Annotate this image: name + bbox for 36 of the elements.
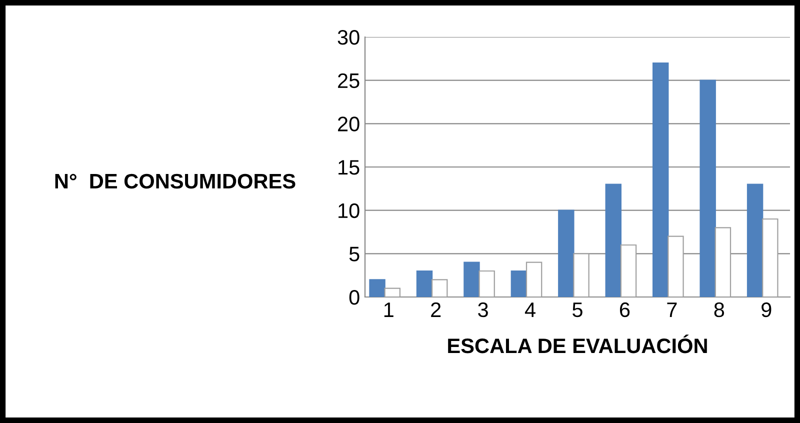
x-axis-title: ESCALA DE EVALUACIÓN bbox=[448, 334, 707, 354]
bar bbox=[573, 253, 590, 297]
x-tick-label: 9 bbox=[762, 302, 772, 318]
bar bbox=[762, 218, 778, 297]
bar bbox=[714, 227, 732, 297]
bar bbox=[369, 279, 386, 297]
x-tick-label: 3 bbox=[478, 302, 488, 318]
x-tick-label: 2 bbox=[431, 302, 441, 317]
bar bbox=[668, 236, 684, 297]
bar bbox=[510, 270, 528, 297]
x-tick-label: 8 bbox=[714, 302, 724, 318]
y-tick-label: 20 bbox=[338, 116, 360, 132]
x-tick-label: 1 bbox=[384, 302, 394, 317]
bar bbox=[416, 270, 433, 297]
bar bbox=[746, 184, 764, 297]
bar bbox=[464, 262, 480, 297]
x-tick-label: 6 bbox=[620, 302, 630, 318]
bar bbox=[700, 80, 716, 297]
bar bbox=[432, 279, 448, 297]
bar bbox=[620, 244, 637, 297]
y-tick-label: 30 bbox=[338, 30, 360, 45]
bar bbox=[558, 210, 574, 297]
y-tick-label: 10 bbox=[338, 203, 360, 218]
y-tick-label: 0 bbox=[349, 290, 360, 305]
x-tick-label: 7 bbox=[667, 302, 677, 317]
x-tick-label: 4 bbox=[524, 302, 536, 317]
y-tick-label: 5 bbox=[349, 246, 360, 262]
bar bbox=[652, 62, 669, 297]
y-tick-label: 25 bbox=[338, 73, 360, 88]
y-axis-title: N° DE CONSUMIDORES bbox=[55, 174, 296, 189]
bar bbox=[384, 288, 400, 297]
bar bbox=[605, 184, 622, 297]
bar bbox=[478, 270, 495, 297]
bar bbox=[526, 262, 542, 297]
x-tick-label: 5 bbox=[572, 302, 582, 318]
y-tick-label: 15 bbox=[338, 160, 360, 175]
